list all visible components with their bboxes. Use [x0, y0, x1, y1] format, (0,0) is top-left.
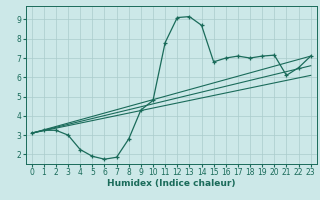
X-axis label: Humidex (Indice chaleur): Humidex (Indice chaleur) [107, 179, 236, 188]
